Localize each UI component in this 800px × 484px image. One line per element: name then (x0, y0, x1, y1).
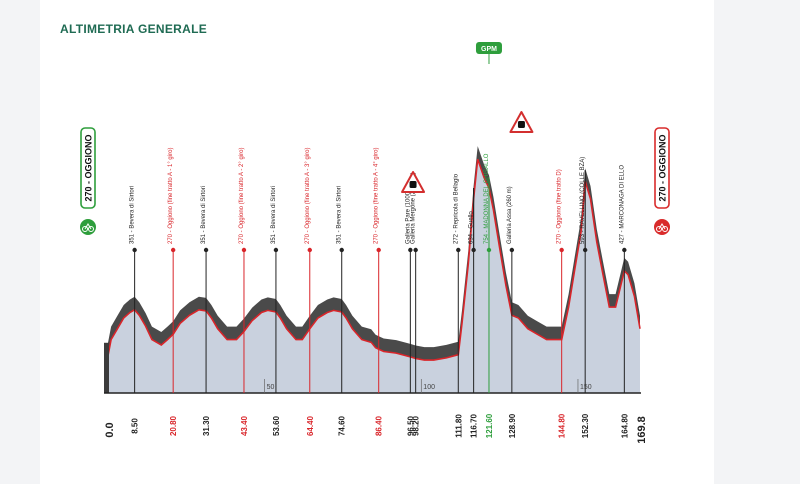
km-value-label: 116.70 (470, 413, 479, 438)
km-value-label: 0.0 (104, 422, 116, 437)
key-point-label: Galleria Pare (1000 m) (405, 183, 411, 244)
key-point-label: 351 - Bevera di Sirtori (271, 186, 277, 244)
km-value-label: 64.40 (306, 415, 315, 436)
km-value-label: 169.8 (636, 416, 648, 444)
km-value-label: 152.30 (581, 413, 590, 438)
km-value-label: 8.50 (131, 418, 140, 434)
label-dot (622, 247, 627, 253)
bicycle-icon (654, 219, 670, 235)
x-tick-label: 150 (580, 384, 592, 391)
km-value-label: 164.80 (620, 413, 629, 438)
km-value-label: 111.80 (454, 414, 463, 438)
profile-line (107, 158, 641, 361)
left-margin (0, 0, 40, 484)
bicycle-wheel (88, 226, 94, 232)
bicycle-frame (658, 223, 666, 230)
key-point-label: Galleria Mergone (2200 m) (411, 172, 417, 244)
label-dot (486, 247, 492, 253)
label-dot (509, 247, 515, 253)
km-value-label: 74.60 (338, 415, 347, 436)
start-label: 270 - OGGIONO (84, 134, 94, 201)
label-dot (307, 247, 312, 253)
label-dot (132, 247, 137, 253)
label-dot (376, 247, 381, 253)
key-point-label: 593 - RAVELLINO (COLLE BZA) (580, 157, 586, 244)
label-dot (241, 247, 247, 253)
start-wall (104, 342, 109, 393)
km-value-label: 121.60 (485, 413, 494, 438)
tunnel-glyph (517, 121, 525, 128)
page-title: ALTIMETRIA GENERALE (60, 22, 208, 36)
km-value-label: 53.60 (272, 415, 281, 436)
km-value-label: 144.80 (558, 413, 567, 438)
label-dot (456, 247, 461, 253)
key-point-label: 270 - Oggiono (fine tratto D) (557, 169, 563, 244)
tunnel-glyph (409, 181, 417, 188)
gpm-badge-text: GPM (481, 46, 497, 53)
key-point-label: 427 - MARCONAGA DI ELLO (619, 165, 625, 244)
key-point-label: 270 - Oggiono (fine tratto A - 1° giro) (168, 148, 174, 244)
bicycle-wheel (656, 226, 662, 232)
chart-panel (40, 14, 714, 470)
label-dot (170, 247, 176, 253)
key-point-label: 351 - Bevera di Sirtori (337, 186, 343, 244)
label-dot (408, 247, 413, 253)
label-dot (471, 247, 476, 253)
key-point-label: 351 - Bevera di Sirtori (201, 186, 207, 244)
right-margin (714, 0, 800, 484)
key-point-label: 272 - Repricola di Bellagio (453, 173, 459, 244)
km-value-label: 98.20 (412, 415, 421, 436)
km-value-label: 96.50 (406, 415, 415, 436)
label-dot (339, 247, 344, 253)
bicycle-wheel (662, 226, 668, 232)
bicycle-wheel (82, 226, 88, 232)
profile-area (108, 159, 640, 393)
key-point-label: 270 - Oggiono (fine tratto A - 3° giro) (305, 148, 311, 244)
key-point-label: 270 - Oggiono (fine tratto A - 2° giro) (239, 148, 245, 244)
km-value-label: 31.30 (202, 415, 211, 436)
key-point-label: 634 - Guello (469, 211, 475, 244)
label-dot (559, 247, 564, 253)
km-value-label: 86.40 (375, 415, 384, 436)
finish-box (654, 127, 670, 209)
start-box (80, 127, 96, 209)
finish-label: 270 - OGGIONO (658, 134, 668, 201)
km-value-label: 43.40 (240, 415, 249, 436)
km-value-label: 20.80 (169, 415, 178, 436)
key-point-label: Galleria Assa (260 m) (507, 186, 513, 244)
key-point-label: 754 - MADONNA DEL GHISALLO (484, 153, 490, 244)
label-dot (582, 247, 588, 253)
bicycle-frame (84, 223, 92, 230)
gpm-badge (475, 42, 502, 54)
bicycle-icon (80, 219, 96, 235)
key-point-label: 270 - Oggiono (fine tratto A - 4° giro) (374, 148, 380, 244)
label-dot (413, 247, 418, 253)
label-dot (273, 247, 279, 253)
x-tick-label: 100 (423, 384, 435, 391)
x-tick-label: 50 (267, 384, 275, 391)
label-dot (203, 247, 209, 253)
km-value-label: 128.90 (508, 413, 517, 438)
key-point-label: 351 - Bevera di Sirtori (130, 186, 136, 244)
